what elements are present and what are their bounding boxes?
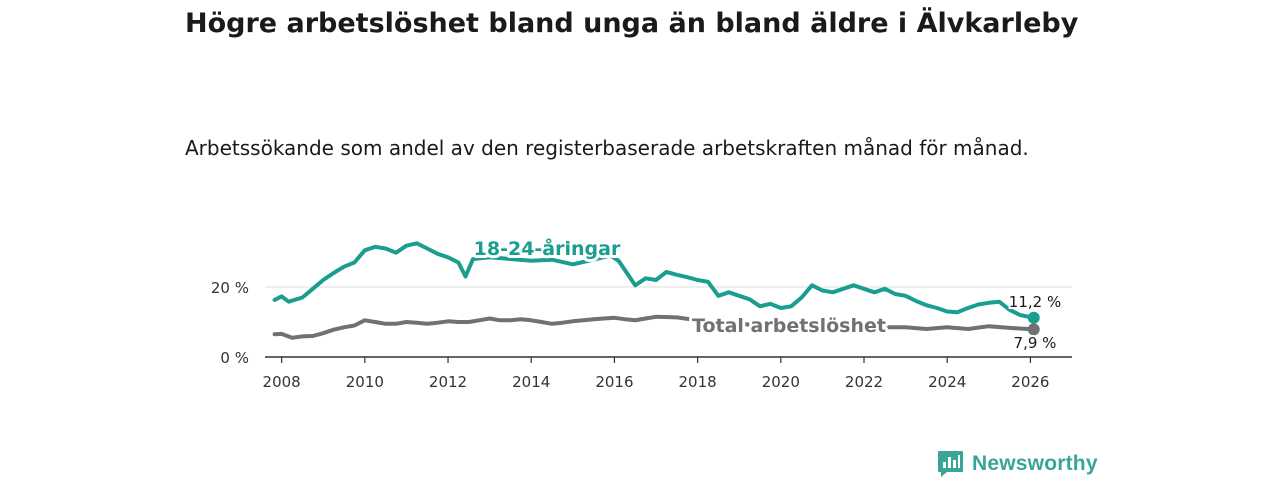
y-tick-label: 0 %: [220, 349, 249, 367]
x-tick-label: 2018: [679, 373, 717, 391]
series-label-total: Total arbetslöshet: [692, 315, 886, 337]
chart-subtitle: Arbetssökande som andel av den registerb…: [185, 136, 1029, 160]
end-value-label-total: 7,9 %: [1014, 334, 1057, 352]
x-tick-label: 2014: [512, 373, 550, 391]
newsworthy-logo-icon: [938, 451, 963, 477]
newsworthy-logo[interactable]: Newsworthy: [937, 449, 1098, 479]
series-line-total: [272, 314, 1036, 340]
x-tick-label: 2012: [429, 373, 467, 391]
x-tick-label: 2010: [346, 373, 384, 391]
series-end-point: [1027, 323, 1040, 336]
y-tick-label: 20 %: [211, 279, 249, 297]
x-tick-label: 2016: [595, 373, 633, 391]
chart-title: Högre arbetslöshet bland unga än bland ä…: [185, 8, 1079, 39]
x-tick-label: 2024: [928, 373, 966, 391]
x-tick-label: 2026: [1011, 373, 1049, 391]
x-tick-label: 2008: [263, 373, 301, 391]
series-label-youth: 18-24-åringar: [474, 236, 621, 260]
x-tick-label: 2020: [762, 373, 800, 391]
end-value-label-youth: 11,2 %: [1009, 293, 1061, 311]
series-line-youth: [272, 241, 1036, 320]
series-end-point: [1027, 311, 1040, 324]
x-tick-label: 2022: [845, 373, 883, 391]
brand-name: Newsworthy: [972, 452, 1098, 475]
